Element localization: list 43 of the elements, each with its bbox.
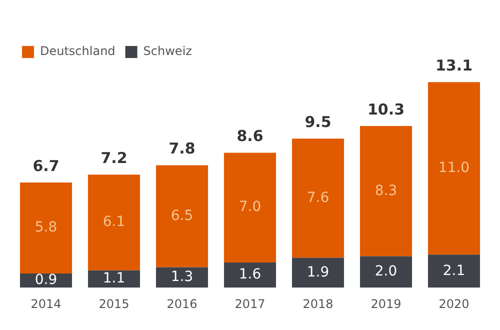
bar bbox=[224, 262, 276, 288]
bar bbox=[360, 256, 412, 288]
total-label: 8.6 bbox=[236, 127, 264, 146]
data-label: 7.0 bbox=[238, 199, 262, 216]
legend-label: Schweiz bbox=[143, 44, 192, 58]
data-label: 1.6 bbox=[238, 266, 262, 283]
x-tick-label: 2019 bbox=[370, 296, 402, 311]
bar bbox=[224, 152, 276, 263]
data-label: 6.5 bbox=[170, 208, 194, 224]
bar bbox=[292, 258, 344, 288]
data-label: 5.8 bbox=[34, 220, 58, 236]
bar bbox=[20, 182, 72, 274]
bar bbox=[292, 138, 344, 258]
bar bbox=[428, 82, 480, 255]
data-label: 8.3 bbox=[374, 182, 398, 199]
legend-label: Deutschland bbox=[40, 44, 116, 58]
bar bbox=[156, 165, 208, 268]
data-label: 1.9 bbox=[306, 264, 330, 280]
data-label: 2.1 bbox=[442, 262, 466, 279]
data-label: 1.3 bbox=[170, 269, 194, 286]
data-label: 2.0 bbox=[374, 264, 398, 280]
bar bbox=[88, 174, 140, 270]
data-label: 1.1 bbox=[102, 270, 126, 287]
data-label: 7.6 bbox=[306, 190, 330, 206]
bar bbox=[360, 126, 412, 256]
data-label: 6.1 bbox=[102, 214, 126, 230]
bar bbox=[156, 267, 208, 288]
total-label: 9.5 bbox=[304, 112, 332, 131]
x-tick-label: 2015 bbox=[98, 296, 130, 311]
data-label: 11.0 bbox=[438, 160, 470, 176]
x-tick-label: 2020 bbox=[438, 296, 470, 311]
x-tick-label: 2018 bbox=[302, 296, 334, 311]
data-label: 0.9 bbox=[34, 272, 58, 288]
x-tick-label: 2014 bbox=[30, 296, 62, 311]
total-label: 7.8 bbox=[168, 140, 196, 158]
total-label: 6.7 bbox=[32, 156, 60, 175]
total-label: 10.3 bbox=[367, 100, 405, 118]
bar bbox=[428, 254, 480, 288]
x-tick-label: 2017 bbox=[234, 296, 266, 311]
x-tick-label: 2016 bbox=[166, 296, 198, 311]
total-label: 13.1 bbox=[435, 56, 473, 75]
total-label: 7.2 bbox=[100, 149, 128, 168]
bar bbox=[88, 270, 140, 288]
